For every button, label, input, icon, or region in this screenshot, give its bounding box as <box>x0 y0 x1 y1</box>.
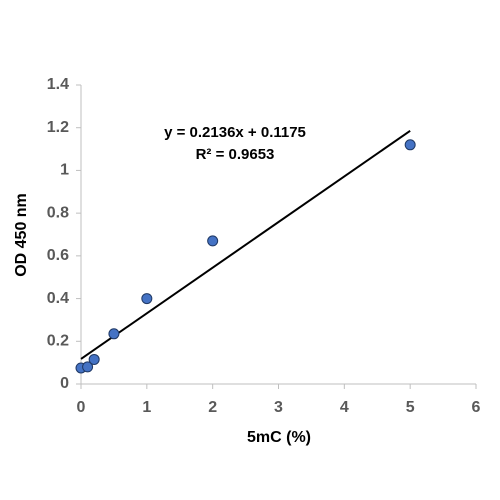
data-point <box>82 361 94 373</box>
x-tick-label: 4 <box>340 399 349 416</box>
r-squared: R² = 0.9653 <box>196 146 275 163</box>
x-axis-title: 5mC (%) <box>247 429 311 446</box>
data-point <box>88 353 100 365</box>
x-tick-label: 0 <box>77 399 86 416</box>
y-axis-title: OD 450 nm <box>13 193 30 277</box>
data-point <box>404 139 416 151</box>
x-tick-label: 2 <box>208 399 217 416</box>
y-tick-label: 0.8 <box>47 204 69 221</box>
data-point <box>207 235 219 247</box>
data-point <box>108 328 120 340</box>
x-tick-label: 5 <box>406 399 415 416</box>
x-tick-label: 6 <box>472 399 481 416</box>
trendline-equation: y = 0.2136x + 0.1175 <box>164 124 306 141</box>
y-tick-label: 1.2 <box>47 119 69 136</box>
y-tick-label: 0 <box>60 375 69 392</box>
trendline <box>80 129 411 360</box>
y-tick-label: 1.4 <box>47 76 69 93</box>
y-tick-label: 0.4 <box>47 290 69 307</box>
data-point <box>141 293 153 305</box>
y-tick-label: 0.6 <box>47 247 69 264</box>
y-tick-label: 1 <box>60 162 69 179</box>
x-tick-label: 1 <box>142 399 151 416</box>
y-tick-label: 0.2 <box>47 333 69 350</box>
x-tick-label: 3 <box>274 399 283 416</box>
